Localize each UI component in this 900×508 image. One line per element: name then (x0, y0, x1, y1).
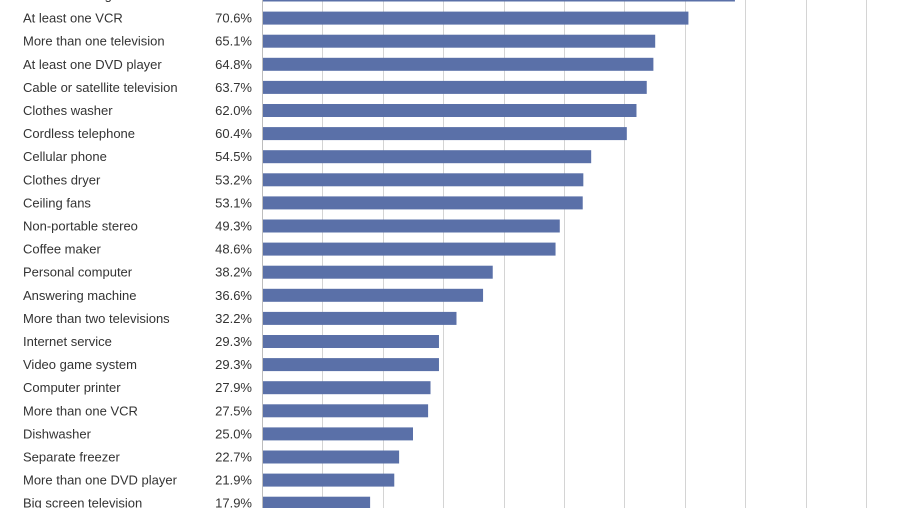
category-label: More than one DVD player (23, 473, 178, 488)
value-label: 54.5% (215, 149, 252, 164)
category-label: Air conditioning (23, 0, 112, 3)
category-label: More than one VCR (23, 403, 138, 418)
value-label: 49.3% (215, 219, 252, 234)
value-label: 27.9% (215, 380, 252, 395)
bar (263, 34, 656, 48)
bar (263, 381, 431, 395)
value-label: 53.2% (215, 172, 252, 187)
category-label: Computer printer (23, 380, 121, 395)
category-labels: Air conditioning At least one VCR More tha… (23, 0, 178, 508)
bars (263, 0, 735, 508)
bar (263, 265, 493, 279)
category-label: Clothes dryer (23, 172, 101, 187)
value-label: 78.3% (215, 0, 252, 3)
value-label: 21.9% (215, 473, 252, 488)
category-label: Cordless telephone (23, 126, 135, 141)
value-label: 64.8% (215, 57, 252, 72)
category-label: Internet service (23, 334, 112, 349)
bar (263, 358, 439, 372)
value-label: 36.6% (215, 288, 252, 303)
category-label: Coffee maker (23, 242, 101, 257)
value-label: 38.2% (215, 265, 252, 280)
bar (263, 150, 592, 164)
value-labels: 78.3% 70.6% 65.1% 64.8% 63.7% 62.0% 60.4% 54.5%… (215, 0, 252, 508)
bar (263, 127, 627, 141)
category-label: At least one VCR (23, 11, 123, 26)
value-label: 22.7% (215, 450, 252, 465)
bar (263, 57, 654, 71)
bar (263, 311, 457, 325)
category-label: At least one DVD player (23, 57, 162, 72)
category-label: Answering machine (23, 288, 136, 303)
value-label: 65.1% (215, 34, 252, 49)
category-label: Cellular phone (23, 149, 107, 164)
category-label: Ceiling fans (23, 195, 91, 210)
category-label: Personal computer (23, 265, 133, 280)
value-label: 48.6% (215, 242, 252, 257)
bar (263, 80, 647, 94)
value-label: 17.9% (215, 496, 252, 508)
bar (263, 288, 484, 302)
value-label: 53.1% (215, 195, 252, 210)
category-label: Dishwasher (23, 426, 92, 441)
bar (263, 335, 439, 348)
category-label: Big screen television (23, 496, 142, 508)
bar (263, 219, 560, 233)
bar (263, 496, 371, 508)
value-label: 29.3% (215, 357, 252, 372)
category-label: More than two televisions (23, 311, 170, 326)
value-label: 27.5% (215, 403, 252, 418)
category-label: Video game system (23, 357, 137, 372)
bar (263, 473, 395, 487)
value-label: 25.0% (215, 426, 252, 441)
category-label: Clothes washer (23, 103, 113, 118)
bar (263, 173, 584, 187)
value-label: 63.7% (215, 80, 252, 95)
bar (263, 242, 556, 256)
bar (263, 450, 400, 464)
value-label: 32.2% (215, 311, 252, 326)
bar (263, 404, 429, 418)
bar (263, 0, 735, 2)
value-label: 29.3% (215, 334, 252, 349)
bar (263, 104, 637, 117)
value-label: 62.0% (215, 103, 252, 118)
bar (263, 427, 413, 441)
value-label: 70.6% (215, 11, 252, 26)
bar (263, 11, 689, 25)
category-label: Separate freezer (23, 450, 121, 465)
bar (263, 196, 583, 210)
value-label: 60.4% (215, 126, 252, 141)
category-label: More than one television (23, 34, 165, 49)
category-label: Cable or satellite television (23, 80, 178, 95)
category-label: Non-portable stereo (23, 219, 138, 234)
